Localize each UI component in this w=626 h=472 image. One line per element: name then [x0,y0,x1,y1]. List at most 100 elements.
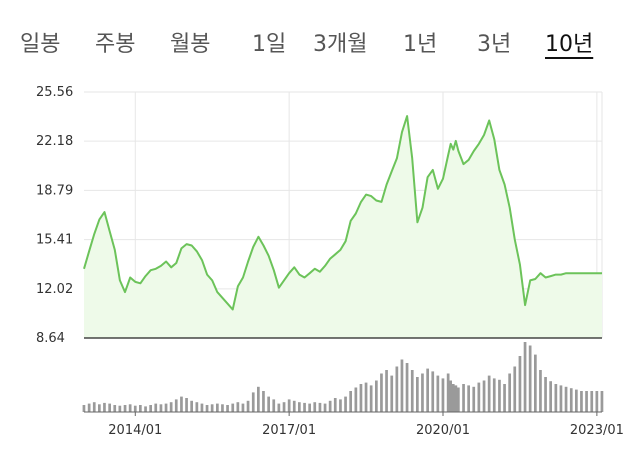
volume-bar [159,404,163,412]
volume-bar [108,403,111,412]
volume-bar [123,405,127,412]
volume-bar [405,363,409,412]
tab-3months[interactable]: 3개월 [313,32,368,57]
volume-bar [580,391,583,412]
volume-bar [395,366,399,412]
volume-bar [133,405,137,412]
volume-bar [272,399,276,412]
volume-bar [82,405,86,412]
tab-daily[interactable]: 일봉 [20,32,61,57]
volume-bar [149,405,152,412]
volume-bar [508,373,511,412]
volume-bars [82,342,604,412]
tab-3years[interactable]: 3년 [477,32,512,57]
volume-bar [503,384,506,412]
volume-bar [87,403,91,412]
volume-bar [328,400,332,412]
volume-bar [185,398,188,412]
volume-bar [569,388,573,412]
y-tick-label: 12.02 [36,282,73,297]
volume-bar [139,405,142,412]
y-tick-label: 22.18 [36,134,73,149]
volume-bar [513,366,517,412]
volume-bar [554,384,558,412]
volume-bar [333,398,337,412]
y-tick-label: 25.56 [36,85,73,100]
volume-bar [487,375,491,412]
volume-bar [262,391,265,412]
volume-bar [164,403,168,412]
volume-bar [287,399,291,412]
x-tick-label: 2020/01 [416,423,470,438]
tab-1day[interactable]: 1일 [252,32,287,57]
volume-bar [400,359,404,412]
period-tabs: 일봉 주봉 월봉 1일 3개월 1년 3년 10년 [0,0,626,80]
tab-1year[interactable]: 1년 [403,32,438,57]
volume-bar [518,356,522,412]
volume-bar [559,385,563,412]
volume-bar [292,400,296,412]
volume-bar [369,385,373,412]
volume-bar [462,384,465,412]
volume-bar [282,402,286,412]
volume-bar [241,403,245,412]
volume-bar [349,391,352,412]
tab-weekly[interactable]: 주봉 [95,32,136,57]
volume-bar [236,402,240,412]
volume-bar [457,387,460,412]
volume-bar [564,386,568,412]
volume-bar [539,370,542,412]
x-tick-label: 2023/01 [570,423,624,438]
volume-bar [482,380,486,412]
volume-bar [251,392,255,412]
volume-bar [585,391,588,412]
volume-bar [549,381,552,412]
volume-bar [231,403,235,412]
volume-bar [118,405,122,412]
volume-bar [375,380,378,412]
y-tick-label: 8.64 [36,331,65,346]
volume-bar [216,403,219,412]
volume-bar [128,404,132,412]
volume-bar [436,375,440,412]
volume-bar [575,389,578,412]
volume-bar [380,373,383,412]
volume-bar [154,403,158,412]
volume-bar [534,354,537,412]
tab-10years[interactable]: 10년 [545,32,594,57]
volume-bar [528,345,532,412]
volume-bar [416,377,419,412]
volume-bar [113,405,117,412]
volume-bar [180,396,183,412]
y-tick-label: 15.41 [36,233,73,248]
volume-bar [303,402,306,412]
volume-bar [221,404,224,412]
tab-monthly[interactable]: 월봉 [170,32,211,57]
volume-bar [431,371,435,412]
price-area [84,116,602,338]
volume-bar [544,377,547,412]
volume-bar [472,386,476,412]
volume-bar [595,391,599,412]
volume-bar [339,399,342,412]
y-tick-label: 18.79 [36,183,73,198]
price-line [83,115,602,311]
volume-bar [298,402,301,412]
volume-bar [200,403,204,412]
volume-bar [421,373,424,412]
volume-bar [267,396,270,412]
volume-bar [226,405,229,412]
x-tick-label: 2017/01 [262,423,316,438]
volume-bar [446,373,450,412]
volume-bar [169,402,173,412]
volume-bar [205,405,209,412]
volume-bar [498,379,501,412]
volume-bar [210,404,214,412]
volume-bar [410,370,414,412]
x-tick-label: 2014/01 [108,423,162,438]
volume-bar [318,402,322,412]
volume-bar [103,402,106,412]
volume-bar [344,396,347,412]
volume-bar [364,382,368,412]
